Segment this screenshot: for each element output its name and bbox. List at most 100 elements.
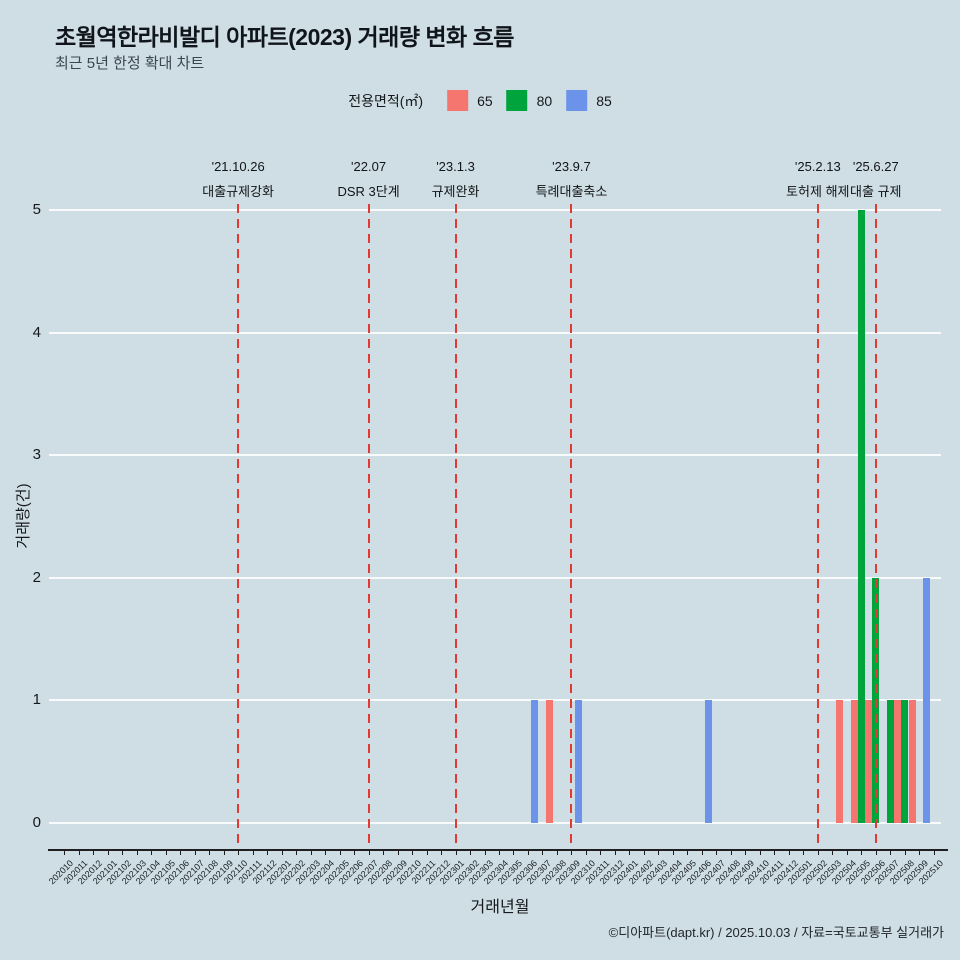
x-tick [701,851,703,855]
bar-80-202507 [886,700,894,823]
x-tick [93,851,95,855]
x-tick [571,851,573,855]
x-axis-title: 거래년월 [470,899,530,916]
x-tick [803,851,805,855]
event-line-202207 [367,204,370,849]
x-tick [64,851,66,855]
event-line-202309 [570,204,573,849]
x-tick [817,851,819,855]
x-tick [499,851,500,855]
event-annotation-label: 대출규제강화 [202,184,275,199]
x-tick [774,851,776,855]
x-tick [238,851,240,855]
x-tick [354,851,356,855]
x-tick [687,851,689,855]
y-tick-label: 4 [32,323,41,341]
legend: 전용면적(㎡) 65 80 85 [348,90,612,111]
x-tick [759,851,761,855]
event-annotation-label: 토허제 해제 [786,184,850,199]
x-tick [658,851,660,855]
y-tick-label: 0 [32,814,41,831]
gridline-1 [49,699,941,702]
legend-swatch-85 [566,90,588,111]
bar-65-202504 [836,700,844,823]
event-line-202110 [237,204,240,849]
legend-label-65: 65 [477,92,493,109]
x-tick [890,851,892,855]
x-tick [614,851,616,855]
x-tick [136,851,138,855]
bar-80-202505 [857,210,865,823]
page-subtitle: 최근 5년 한정 확대 차트 [55,55,205,72]
legend-swatch-80 [506,90,528,111]
event-annotation-label: 규제완화 [431,184,480,199]
y-tick-label: 2 [32,568,41,586]
x-tick [412,851,414,855]
legend-label-80: 80 [536,92,553,109]
x-tick [426,851,428,855]
y-tick-label: 1 [32,691,41,709]
bar-65-202508 [894,700,902,823]
event-line-202502 [816,204,819,849]
x-tick [281,851,283,855]
x-tick [629,851,631,855]
bar-85-202406 [705,700,713,823]
bar-65-202308 [546,700,554,823]
gridline-0 [49,822,941,824]
bar-85-202309 [574,700,582,823]
x-tick [861,851,863,855]
event-line-202506 [874,204,877,849]
bar-65-202509 [908,700,916,823]
footer-credit: ©디아파트(dapt.kr) / 2025.10.03 / 자료=국토교통부 실… [608,925,944,940]
x-tick [397,851,399,855]
x-tick [252,851,254,855]
x-tick [513,851,515,855]
x-tick [556,851,558,855]
x-tick [180,851,182,855]
x-tick [383,851,385,855]
x-tick [122,851,124,855]
x-tick [788,851,790,855]
x-tick [643,851,645,855]
x-tick [470,851,472,855]
event-annotation-date: '23.9.7 [552,159,591,174]
event-line-202301 [454,204,457,849]
event-annotation-label: DSR 3단계 [337,184,400,199]
page-title: 초월역한라비발디 아파트(2023) 거래량 변화 흐름 [55,24,514,50]
x-tick [296,851,298,855]
x-tick [542,851,544,855]
x-tick [339,851,341,855]
gridline-3 [49,454,941,457]
y-tick-label: 3 [32,446,41,464]
x-tick [107,851,109,855]
x-tick [933,851,935,855]
x-tick [325,851,327,855]
x-tick [585,851,587,855]
x-tick [875,851,877,855]
gridline-2 [49,576,941,579]
x-tick [165,851,167,855]
x-tick [716,851,718,855]
event-annotation-date: '25.2.13 [794,159,841,174]
y-tick-label: 5 [32,201,41,218]
x-tick [194,851,196,855]
x-tick [484,851,486,855]
x-tick [368,851,370,855]
bar-85-202306 [531,700,539,823]
event-annotation-date: '22.07 [351,159,387,174]
x-tick [745,851,747,855]
x-tick [441,851,443,855]
x-tick [672,851,674,855]
x-tick [78,851,80,855]
x-tick [151,851,153,855]
x-tick [919,851,921,855]
x-tick [904,851,906,855]
x-tick [223,851,225,855]
legend-title: 전용면적(㎡) [348,92,424,109]
x-axis-line [48,849,948,851]
x-tick [310,851,312,855]
bar-65-202505 [850,700,858,823]
event-annotation-label: 특례대출축소 [535,184,608,199]
